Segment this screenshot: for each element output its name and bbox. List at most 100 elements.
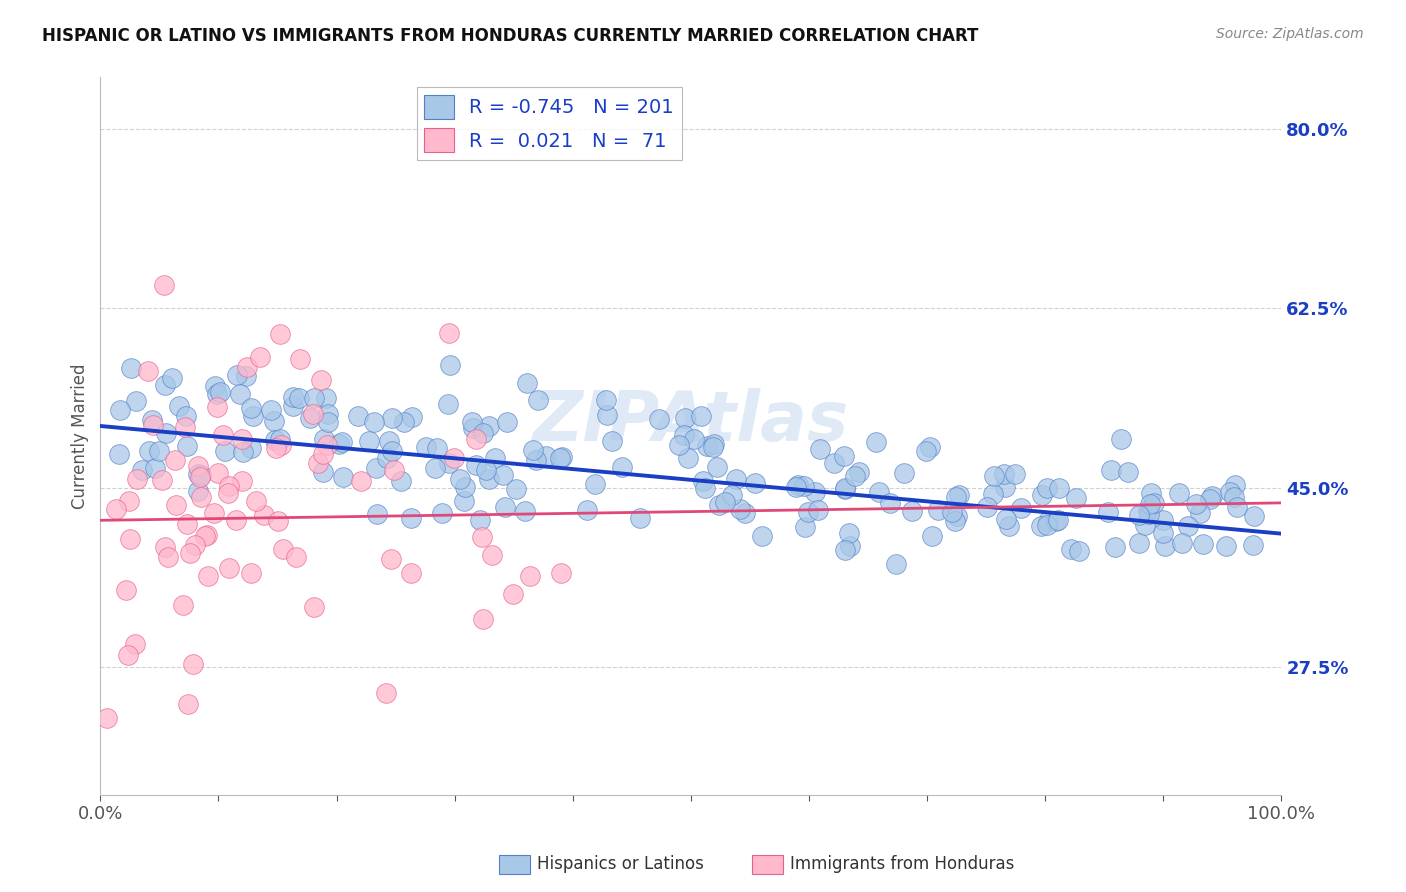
Point (239, 441, 262, 455)
Point (439, 358, 461, 372)
Text: Source: ZipAtlas.com: Source: ZipAtlas.com (1216, 27, 1364, 41)
Point (245, 493, 267, 508)
Point (834, 482, 856, 496)
Point (797, 505, 820, 519)
Point (693, 481, 716, 495)
Point (415, 440, 437, 454)
Point (225, 513, 247, 527)
Point (548, 451, 571, 466)
Point (315, 391, 337, 405)
Point (1067, 544, 1090, 558)
Point (478, 418, 501, 433)
Point (195, 528, 218, 542)
Point (807, 503, 830, 517)
Point (976, 500, 998, 515)
Point (430, 506, 453, 520)
Point (453, 494, 475, 508)
Point (399, 511, 422, 525)
Point (472, 425, 495, 440)
Point (1153, 540, 1175, 554)
Point (534, 449, 557, 463)
Point (298, 410, 321, 425)
Point (706, 459, 728, 474)
Point (1064, 491, 1087, 505)
Point (1099, 463, 1122, 477)
Point (1045, 514, 1067, 528)
Point (943, 514, 966, 528)
Point (465, 458, 488, 472)
Point (583, 477, 606, 491)
Point (471, 530, 494, 544)
Point (484, 451, 506, 466)
Point (378, 434, 401, 448)
Point (728, 502, 751, 516)
Point (1104, 540, 1126, 554)
Point (235, 359, 257, 374)
Point (214, 444, 236, 458)
Point (1223, 477, 1246, 491)
Point (204, 379, 226, 393)
Point (1029, 519, 1052, 533)
Point (914, 443, 936, 458)
Point (513, 504, 536, 518)
Point (994, 512, 1017, 526)
Point (628, 511, 651, 525)
Point (1226, 500, 1249, 515)
Point (921, 529, 943, 543)
Point (981, 487, 1004, 501)
Point (1201, 490, 1223, 504)
Point (239, 401, 262, 415)
Point (240, 566, 263, 580)
Point (1223, 490, 1246, 504)
Point (288, 351, 311, 366)
Point (267, 515, 290, 529)
Point (270, 438, 292, 452)
Point (328, 437, 350, 451)
Point (115, 583, 138, 598)
Point (177, 697, 200, 711)
Text: Hispanics or Latinos: Hispanics or Latinos (537, 855, 704, 873)
Point (1046, 513, 1069, 527)
Point (264, 442, 287, 456)
Point (347, 409, 370, 423)
Point (226, 368, 249, 382)
Legend: R = -0.745   N = 201, R =  0.021   N =  71: R = -0.745 N = 201, R = 0.021 N = 71 (416, 87, 682, 160)
Point (181, 657, 204, 671)
Point (104, 501, 127, 516)
Point (190, 467, 212, 482)
Point (156, 549, 179, 564)
Point (948, 488, 970, 502)
Point (205, 400, 228, 414)
Point (332, 469, 354, 483)
Point (169, 399, 191, 413)
Point (281, 399, 304, 413)
Point (471, 612, 494, 626)
Point (107, 447, 129, 461)
Point (269, 327, 291, 342)
Point (359, 434, 381, 448)
Point (179, 546, 201, 560)
Point (1133, 517, 1156, 532)
Point (423, 460, 446, 475)
Point (751, 529, 773, 543)
Point (153, 378, 176, 392)
Point (141, 413, 163, 427)
Point (150, 473, 173, 487)
Point (1139, 486, 1161, 500)
Point (118, 494, 141, 508)
Point (108, 403, 131, 417)
Point (494, 500, 516, 515)
Point (927, 502, 949, 516)
Point (392, 415, 415, 429)
Point (382, 463, 405, 477)
Point (148, 444, 170, 458)
Point (596, 408, 619, 422)
Point (302, 391, 325, 405)
Point (125, 393, 148, 408)
Point (744, 475, 766, 490)
Point (314, 432, 336, 446)
Point (202, 506, 225, 520)
Point (187, 467, 209, 481)
Point (260, 403, 283, 417)
Point (696, 439, 718, 453)
